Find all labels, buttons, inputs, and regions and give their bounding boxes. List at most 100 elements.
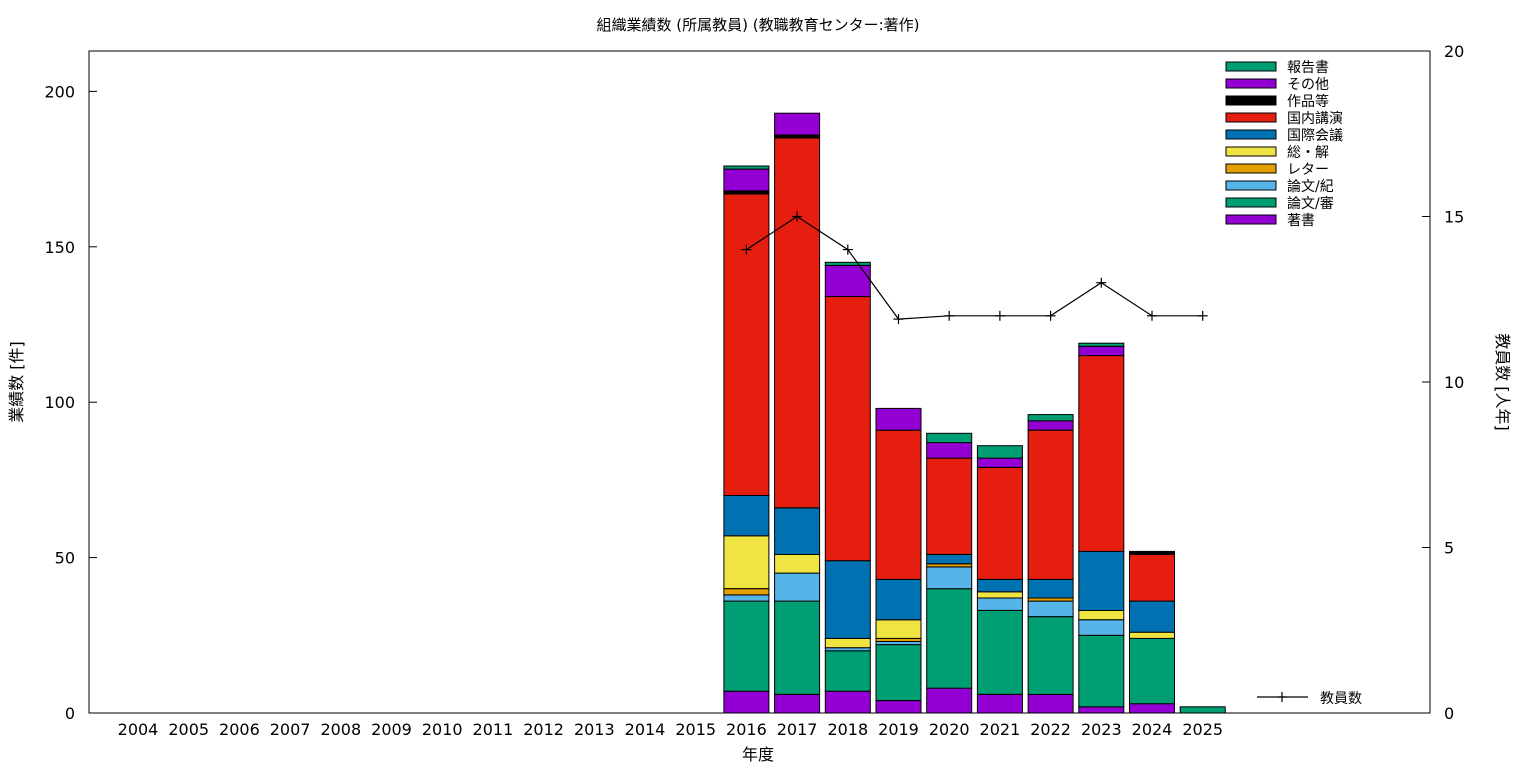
- bar-2021-5: [976, 578, 1023, 593]
- legend-item-8: 論文/審: [1225, 196, 1334, 212]
- line-point-2021: [994, 310, 1005, 321]
- y2-tick-label-15: 15: [1444, 208, 1464, 227]
- x-tick-label-2013: 2013: [574, 720, 615, 739]
- x-tick-label-2015: 2015: [675, 720, 716, 739]
- line-point-2020: [944, 310, 955, 321]
- bar-2021-0: [976, 693, 1023, 714]
- line-point-2018: [842, 244, 853, 255]
- bar-2018-5: [824, 560, 871, 639]
- bar-2020-9: [926, 432, 973, 444]
- legend-label: 報告書: [1287, 60, 1329, 76]
- bar-2021-2: [976, 597, 1023, 611]
- bar-2018-1: [824, 650, 871, 692]
- x-tick-label-2011: 2011: [473, 720, 514, 739]
- bar-2022-5: [1027, 578, 1074, 599]
- bar-2018-9: [824, 261, 871, 266]
- bar-2017-0: [774, 693, 821, 714]
- bar-2020-2: [926, 566, 973, 590]
- legend-label: 作品等: [1287, 93, 1329, 110]
- y2-tick-label-0: 0: [1444, 704, 1454, 723]
- line-point-2017: [792, 211, 803, 222]
- bar-2022-0: [1027, 693, 1074, 714]
- bar-2016-1: [723, 600, 770, 692]
- bar-2025-9: [1179, 706, 1226, 714]
- x-tick-label-2007: 2007: [270, 720, 311, 739]
- bar-2016-4: [723, 535, 770, 590]
- x-tick-label-2016: 2016: [726, 720, 767, 739]
- x-tick-label-2022: 2022: [1030, 720, 1071, 739]
- x-tick-label-2024: 2024: [1132, 720, 1173, 739]
- legend-item-4: 国際会議: [1225, 127, 1343, 144]
- bar-2021-8: [976, 457, 1023, 468]
- bar-2018-8: [824, 265, 871, 298]
- bar-2019-5: [875, 578, 922, 621]
- legend-label: 国際会議: [1287, 127, 1343, 144]
- legend-item-7: 論文/紀: [1225, 179, 1334, 195]
- legend-item-1: その他: [1225, 77, 1329, 93]
- bar-2020-8: [926, 442, 973, 459]
- legend-swatch: [1225, 197, 1277, 208]
- y-tick-label-150: 150: [44, 238, 75, 257]
- legend-label: 論文/紀: [1287, 179, 1334, 195]
- legend-item-0: 報告書: [1225, 60, 1329, 76]
- x-tick-label-2023: 2023: [1081, 720, 1122, 739]
- bar-2023-6: [1078, 355, 1125, 552]
- legend-swatch: [1225, 112, 1277, 123]
- bar-2017-1: [774, 600, 821, 695]
- bar-2022-8: [1027, 420, 1074, 431]
- legend-item-9: 著書: [1225, 213, 1315, 229]
- x-tick-label-2021: 2021: [980, 720, 1021, 739]
- bar-2019-4: [875, 619, 922, 639]
- bar-2020-5: [926, 554, 973, 565]
- bars-layer: [723, 112, 1226, 714]
- legend-label: 論文/審: [1287, 196, 1334, 212]
- line-layer: [741, 211, 1208, 325]
- bar-2022-2: [1027, 600, 1074, 618]
- bar-2020-0: [926, 687, 973, 714]
- bar-2020-1: [926, 588, 973, 689]
- line-point-2016: [741, 244, 752, 255]
- axes-layer: 0 50 100 150 200 0 5 10 15 20 2004 2005 2006 2007 2008…: [44, 42, 1464, 739]
- bar-2023-0: [1078, 706, 1125, 714]
- x-tick-label-2008: 2008: [320, 720, 361, 739]
- legend-label: 著書: [1287, 213, 1315, 229]
- bar-2018-0: [824, 690, 871, 714]
- bar-2016-8: [723, 168, 770, 192]
- legend-item-6: レター: [1225, 162, 1329, 178]
- legend-swatch: [1225, 61, 1277, 72]
- legend-swatch: [1225, 78, 1277, 89]
- x-tick-label-2012: 2012: [523, 720, 564, 739]
- bar-2023-9: [1078, 342, 1125, 347]
- y-axis-label: 業績数 [件]: [7, 341, 26, 423]
- bar-2021-1: [976, 609, 1023, 695]
- legend-label: 総・解: [1287, 145, 1329, 161]
- legend-swatch: [1225, 129, 1277, 140]
- bar-2023-5: [1078, 550, 1125, 612]
- bar-2016-9: [723, 165, 770, 170]
- x-tick-label-2009: 2009: [371, 720, 412, 739]
- legend-label-line: 教員数: [1320, 691, 1362, 707]
- bar-2016-3: [723, 588, 770, 596]
- bar-2024-4: [1129, 631, 1175, 639]
- legend-item-2: 作品等: [1225, 93, 1329, 110]
- bar-2019-0: [875, 700, 922, 714]
- legend-swatch: [1225, 163, 1277, 174]
- bar-2019-1: [875, 644, 922, 701]
- bar-2017-2: [774, 572, 821, 602]
- bar-2019-6: [875, 429, 922, 580]
- bar-2023-4: [1078, 609, 1125, 621]
- bar-2021-9: [976, 445, 1023, 459]
- legend-label: 国内講演: [1287, 111, 1343, 127]
- x-tick-label-2018: 2018: [827, 720, 868, 739]
- x-tick-label-2006: 2006: [219, 720, 260, 739]
- y2-tick-label-10: 10: [1444, 373, 1464, 392]
- y2-tick-label-5: 5: [1444, 539, 1454, 558]
- bar-2018-4: [824, 637, 871, 649]
- y2-axis-label: 教員数 [人年]: [1493, 333, 1512, 431]
- bar-2016-0: [723, 690, 770, 714]
- x-tick-label-2004: 2004: [118, 720, 159, 739]
- bar-2023-8: [1078, 345, 1125, 357]
- line-point-2019: [893, 314, 904, 325]
